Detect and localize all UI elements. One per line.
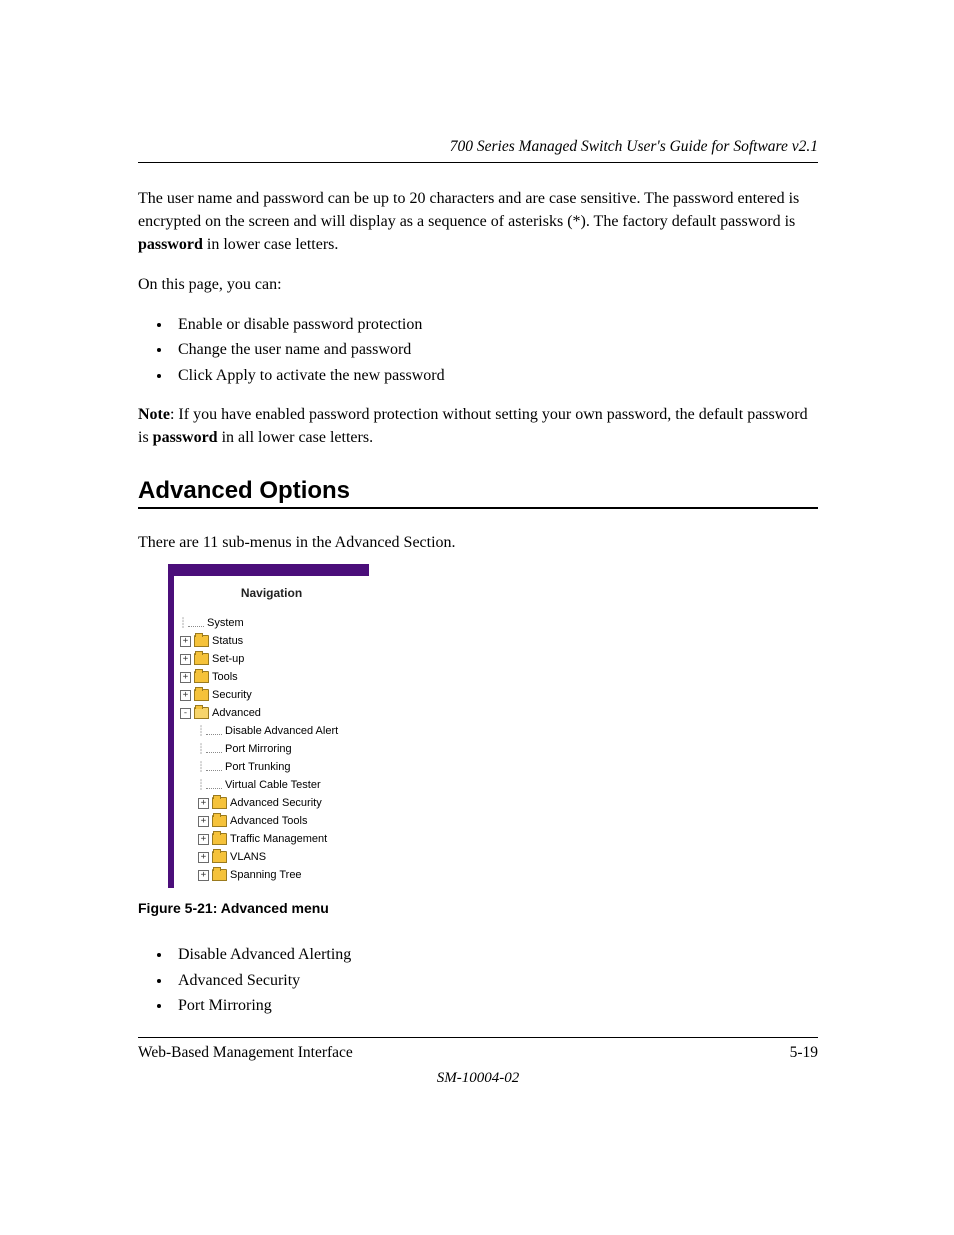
bullet-list-2: Disable Advanced Alerting Advanced Secur… [138, 942, 818, 1019]
tree-connector [206, 728, 222, 735]
tree-label: Advanced Tools [230, 815, 307, 827]
p1a: The user name and password can be up to … [138, 190, 799, 230]
folder-icon [194, 689, 209, 701]
tree-label: Advanced Security [230, 797, 322, 809]
tree-connector [206, 764, 222, 771]
tree-label: VLANS [230, 851, 266, 863]
tree-label: Spanning Tree [230, 869, 302, 881]
tree-item-tools[interactable]: + Tools [178, 668, 365, 686]
note-c: in all lower case letters. [218, 429, 374, 446]
footer: Web-Based Management Interface 5-19 SM-1… [138, 1037, 818, 1087]
tree-item-traffic[interactable]: + Traffic Management [178, 830, 365, 848]
folder-icon [212, 797, 227, 809]
bullet-item: Port Mirroring [172, 993, 818, 1019]
tree-item-port-trunking[interactable]: ┊ Port Trunking [178, 758, 365, 776]
tree-label: Traffic Management [230, 833, 327, 845]
bullet-item: Advanced Security [172, 968, 818, 994]
folder-icon [212, 833, 227, 845]
bullet-item: Click Apply to activate the new password [172, 363, 818, 389]
tree-item-system[interactable]: ┊ System [178, 614, 365, 632]
tree-label: Set-up [212, 653, 244, 665]
folder-icon [212, 869, 227, 881]
tree-label: System [207, 617, 244, 629]
expand-icon[interactable]: + [180, 654, 191, 665]
footer-left: Web-Based Management Interface [138, 1044, 353, 1062]
footer-right: 5-19 [790, 1044, 818, 1062]
folder-open-icon [194, 707, 209, 719]
expand-icon[interactable]: + [180, 672, 191, 683]
bullet-list-1: Enable or disable password protection Ch… [138, 312, 818, 389]
tree-label: Port Mirroring [225, 743, 292, 755]
bullet-item: Enable or disable password protection [172, 312, 818, 338]
figure-caption: Figure 5-21: Advanced menu [138, 900, 818, 916]
tree-label: Disable Advanced Alert [225, 725, 338, 737]
footer-rule [138, 1037, 818, 1038]
expand-icon[interactable]: + [198, 816, 209, 827]
note-b: password [153, 429, 218, 446]
collapse-icon[interactable]: - [180, 708, 191, 719]
tree-label: Advanced [212, 707, 261, 719]
nav-body: Navigation ┊ System + Status + Set-up [168, 576, 369, 888]
tree-label: Virtual Cable Tester [225, 779, 321, 791]
expand-icon[interactable]: + [198, 852, 209, 863]
folder-icon [212, 815, 227, 827]
doc-id: SM-10004-02 [138, 1070, 818, 1087]
p1c: in lower case letters. [203, 236, 339, 253]
tree-label: Port Trunking [225, 761, 290, 773]
body: The user name and password can be up to … [138, 187, 818, 449]
tree-item-status[interactable]: + Status [178, 632, 365, 650]
nav-title: Navigation [178, 586, 365, 600]
expand-icon[interactable]: + [180, 690, 191, 701]
p1b: password [138, 236, 203, 253]
running-header: 700 Series Managed Switch User's Guide f… [138, 138, 818, 156]
tree-item-port-mirroring[interactable]: ┊ Port Mirroring [178, 740, 365, 758]
note-paragraph: Note: If you have enabled password prote… [138, 403, 818, 449]
tree-item-setup[interactable]: + Set-up [178, 650, 365, 668]
nav-top-bar [168, 564, 369, 576]
tree-connector: ┊ [198, 780, 203, 791]
expand-icon[interactable]: + [198, 834, 209, 845]
footer-row: Web-Based Management Interface 5-19 [138, 1044, 818, 1062]
tree-item-vlans[interactable]: + VLANS [178, 848, 365, 866]
section-intro: There are 11 sub-menus in the Advanced S… [138, 531, 818, 554]
bullet-item: Disable Advanced Alerting [172, 942, 818, 968]
page: 700 Series Managed Switch User's Guide f… [0, 0, 954, 1147]
section-rule [138, 507, 818, 509]
tree-item-security[interactable]: + Security [178, 686, 365, 704]
header-rule [138, 162, 818, 163]
tree-connector: ┊ [198, 744, 203, 755]
tree-item-advanced[interactable]: - Advanced [178, 704, 365, 722]
paragraph-1: The user name and password can be up to … [138, 187, 818, 257]
nav-tree: ┊ System + Status + Set-up + To [178, 614, 365, 884]
section-heading: Advanced Options [138, 477, 818, 505]
bullet-item: Change the user name and password [172, 337, 818, 363]
tree-item-spanning[interactable]: + Spanning Tree [178, 866, 365, 884]
tree-connector [206, 746, 222, 753]
tree-connector [206, 782, 222, 789]
expand-icon[interactable]: + [180, 636, 191, 647]
paragraph-2: On this page, you can: [138, 273, 818, 296]
tree-item-adv-security[interactable]: + Advanced Security [178, 794, 365, 812]
note-label: Note [138, 406, 170, 423]
folder-icon [194, 671, 209, 683]
expand-icon[interactable]: + [198, 870, 209, 881]
tree-item-adv-tools[interactable]: + Advanced Tools [178, 812, 365, 830]
folder-icon [194, 653, 209, 665]
tree-item-disable-alert[interactable]: ┊ Disable Advanced Alert [178, 722, 365, 740]
tree-item-virtual-cable[interactable]: ┊ Virtual Cable Tester [178, 776, 365, 794]
tree-label: Status [212, 635, 243, 647]
folder-icon [194, 635, 209, 647]
tree-connector: ┊ [198, 762, 203, 773]
folder-icon [212, 851, 227, 863]
expand-icon[interactable]: + [198, 798, 209, 809]
tree-label: Tools [212, 671, 238, 683]
tree-connector: ┊ [180, 618, 185, 629]
navigation-figure: Navigation ┊ System + Status + Set-up [168, 564, 369, 888]
tree-connector [188, 620, 204, 627]
tree-label: Security [212, 689, 252, 701]
tree-connector: ┊ [198, 726, 203, 737]
